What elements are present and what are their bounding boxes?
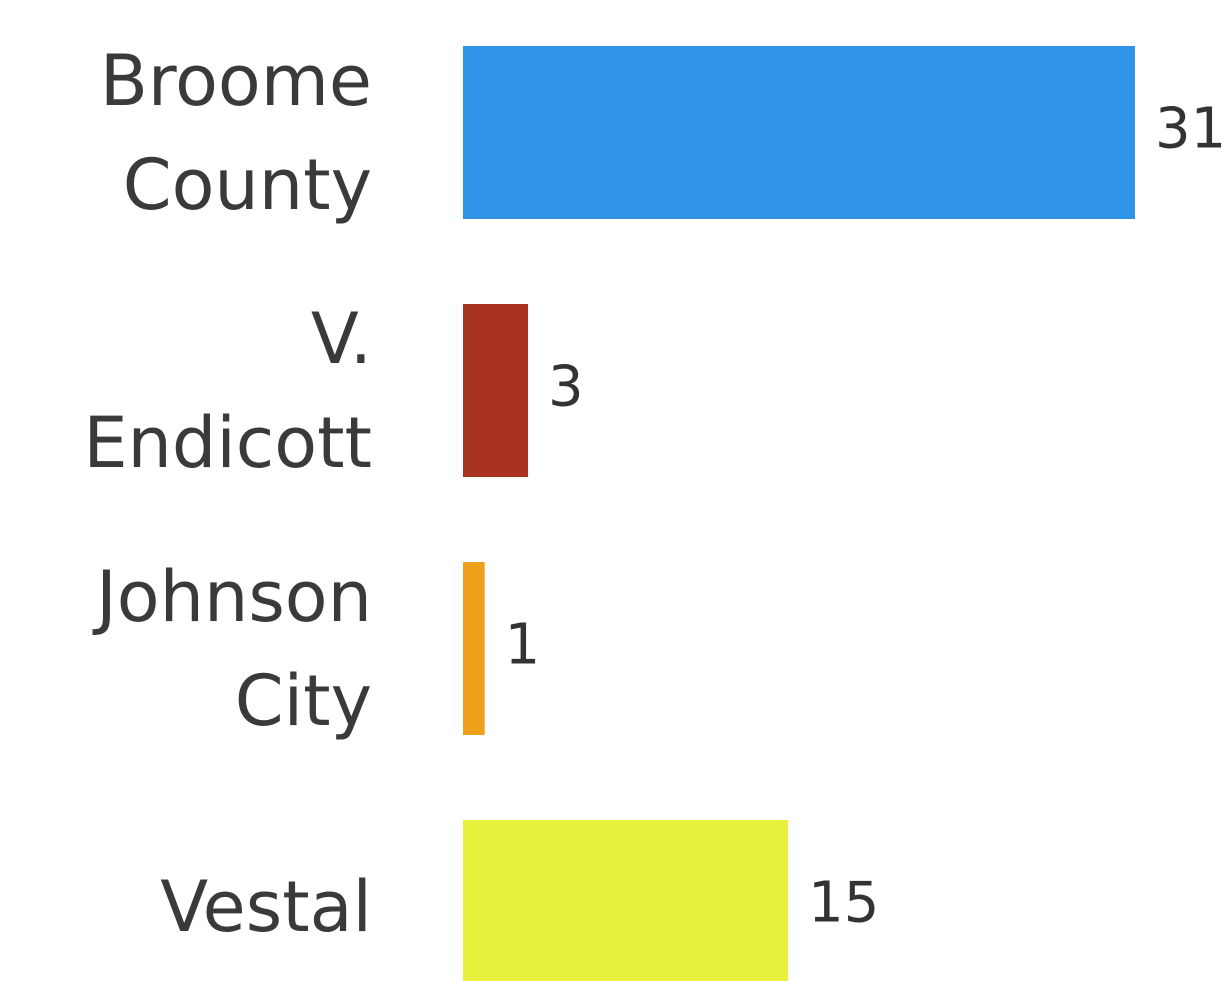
bar (463, 562, 485, 735)
category-label: V. Endicott (83, 297, 372, 484)
value-label: 31 (1155, 97, 1225, 162)
value-label: 15 (808, 871, 879, 936)
category-label: Johnson City (96, 555, 372, 742)
value-label: 3 (548, 355, 584, 420)
category-label: Broome County (99, 39, 372, 226)
category-label: Vestal (160, 865, 372, 948)
bar (463, 304, 529, 477)
value-label: 1 (505, 613, 541, 678)
bar (463, 820, 789, 981)
bar (463, 46, 1135, 219)
